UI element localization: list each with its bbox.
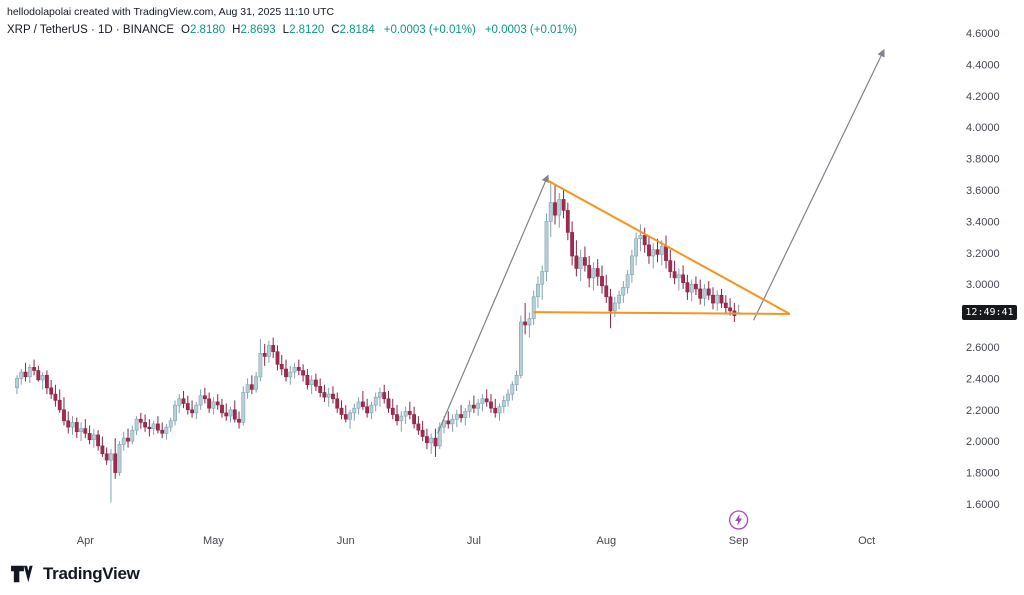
svg-text:2.6000: 2.6000 bbox=[966, 342, 1000, 354]
candles-layer bbox=[15, 180, 741, 503]
countdown-badge: 12:49:41 bbox=[962, 305, 1017, 320]
svg-text:Jun: Jun bbox=[337, 535, 355, 547]
symbol-title[interactable]: XRP / TetherUS · 1D · BINANCE bbox=[7, 24, 175, 36]
svg-text:3.2000: 3.2000 bbox=[966, 248, 1000, 260]
close-value: 2.8184 bbox=[339, 24, 375, 36]
drawings-layer[interactable] bbox=[437, 48, 885, 434]
svg-text:4.4000: 4.4000 bbox=[966, 59, 1000, 71]
open-value: 2.8180 bbox=[189, 24, 226, 36]
svg-text:4.6000: 4.6000 bbox=[966, 28, 1000, 40]
svg-text:3.8000: 3.8000 bbox=[966, 154, 1000, 166]
change-value: +0.0003 (+0.01%) bbox=[383, 24, 476, 36]
svg-text:Apr: Apr bbox=[77, 535, 94, 547]
svg-text:2.0000: 2.0000 bbox=[966, 436, 1000, 448]
svg-text:4.2000: 4.2000 bbox=[966, 91, 1000, 103]
svg-text:3.4000: 3.4000 bbox=[966, 216, 1000, 228]
open-label: O bbox=[181, 24, 190, 36]
price-axis[interactable]: 4.6000 4.4000 4.2000 4.0000 3.8000 3.6000 3.40… bbox=[966, 28, 1000, 511]
svg-text:3.6000: 3.6000 bbox=[966, 185, 1000, 197]
close-label: C bbox=[331, 24, 340, 36]
svg-text:May: May bbox=[203, 535, 224, 547]
svg-text:Jul: Jul bbox=[467, 535, 481, 547]
svg-text:1.8000: 1.8000 bbox=[966, 468, 1000, 480]
svg-text:Sep: Sep bbox=[729, 535, 749, 547]
tradingview-logo-text: TradingView bbox=[43, 564, 140, 583]
svg-text:1.6000: 1.6000 bbox=[966, 499, 1000, 511]
svg-text:Oct: Oct bbox=[858, 535, 875, 547]
high-value: 2.8693 bbox=[240, 24, 276, 36]
svg-text:2.4000: 2.4000 bbox=[966, 373, 1000, 385]
low-label: L bbox=[282, 24, 290, 36]
high-label: H bbox=[232, 24, 241, 36]
svg-text:2.2000: 2.2000 bbox=[966, 405, 1000, 417]
svg-text:Aug: Aug bbox=[597, 535, 617, 547]
tradingview-logo-icon bbox=[11, 565, 33, 583]
svg-text:4.0000: 4.0000 bbox=[966, 122, 1000, 134]
low-value: 2.8120 bbox=[289, 24, 325, 36]
svg-text:3.0000: 3.0000 bbox=[966, 279, 1000, 291]
symbol-info-bar: XRP / TetherUS · 1D · BINANCE O2.8180 H2.8… bbox=[7, 24, 577, 36]
tradingview-logo[interactable]: TradingView bbox=[10, 563, 140, 585]
event-lightning-icon[interactable] bbox=[728, 510, 749, 530]
change-percent: +0.0003 (+0.01%) bbox=[484, 24, 577, 36]
time-axis[interactable]: Apr May Jun Jul Aug Sep Oct bbox=[77, 535, 876, 547]
attribution-line: hellodolapolai created with TradingView.… bbox=[7, 6, 335, 18]
